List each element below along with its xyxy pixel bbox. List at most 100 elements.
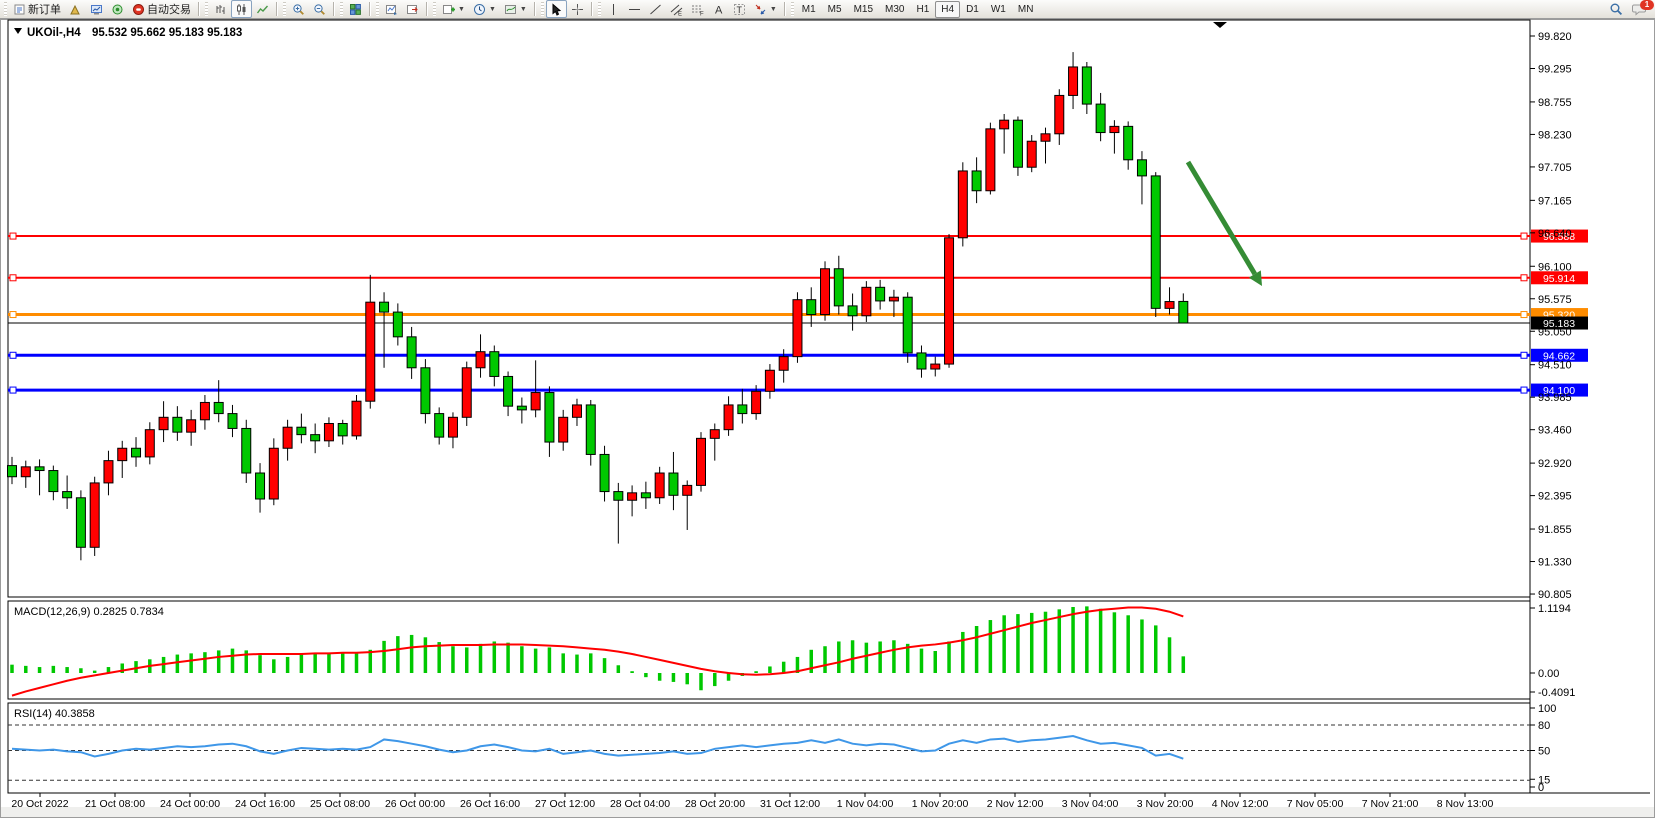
cursor-button[interactable] (545, 0, 567, 18)
trend-arrow-head[interactable] (1248, 270, 1262, 286)
candle (268, 447, 279, 500)
horizontal-line-button[interactable] (624, 0, 645, 18)
dropdown-caret-icon[interactable]: ▼ (769, 5, 777, 13)
chart-profile-icon[interactable] (65, 0, 86, 18)
candle (516, 405, 527, 411)
macd-tick-label: 0.00 (1538, 668, 1559, 680)
svg-text:T: T (736, 5, 742, 15)
search-icon[interactable] (1605, 0, 1627, 18)
autotrading-button[interactable]: 自动交易 (128, 0, 195, 18)
candle (806, 299, 817, 316)
candle (778, 356, 789, 371)
level-anchor[interactable] (1520, 351, 1528, 359)
time-tick-label: 2 Nov 12:00 (987, 798, 1044, 810)
candle (1123, 125, 1134, 161)
rsi-line (11, 735, 1184, 760)
level-anchor[interactable] (1520, 232, 1528, 240)
dropdown-caret-icon[interactable]: ▼ (458, 5, 465, 13)
price-tick-label: 95.050 (1538, 326, 1572, 338)
candle (323, 422, 334, 442)
new-chart-icon (385, 3, 398, 16)
timeframe-M1-button[interactable]: M1 (801, 3, 816, 15)
candlestick-chart-button[interactable] (231, 0, 252, 18)
candle (461, 367, 472, 418)
level-anchor[interactable] (9, 274, 17, 282)
time-tick-label: 1 Nov 04:00 (837, 798, 894, 810)
trend-arrow[interactable] (1185, 160, 1257, 276)
candle (737, 404, 748, 415)
price-tick-label: 91.330 (1538, 557, 1572, 569)
tile-windows-button[interactable] (345, 0, 366, 18)
market-watch-icon[interactable] (86, 0, 107, 18)
candle (213, 401, 224, 415)
chart-shift-button[interactable] (402, 0, 423, 18)
level-anchor[interactable] (9, 311, 17, 319)
candle (558, 416, 569, 443)
dropdown-caret-icon[interactable]: ▼ (519, 5, 527, 13)
dropdown-caret-icon[interactable]: ▼ (488, 5, 496, 13)
price-tick-label: 99.820 (1538, 31, 1572, 43)
trendline-button[interactable] (645, 0, 666, 18)
timeframe-D1-button[interactable]: D1 (966, 3, 979, 15)
channel-button[interactable]: E (666, 0, 687, 18)
toolbar-grip (376, 2, 379, 16)
level-anchor[interactable] (9, 351, 17, 359)
chart-shift-marker[interactable] (1213, 22, 1227, 28)
candle (447, 416, 458, 438)
candle (365, 301, 376, 402)
price-tick-label: 96.640 (1538, 228, 1572, 240)
templates-button[interactable]: ▼ (500, 0, 531, 18)
timeframe-M15-button[interactable]: M15 (853, 3, 874, 15)
time-tick-label: 24 Oct 16:00 (235, 798, 295, 810)
candle (337, 422, 348, 437)
candle (227, 413, 238, 429)
vertical-line-button[interactable] (603, 0, 624, 18)
crosshair-button[interactable] (567, 0, 588, 18)
candle (420, 367, 431, 415)
new-order-button[interactable]: 新订单 (9, 0, 65, 18)
line-chart-button[interactable] (252, 0, 273, 18)
bar-chart-button[interactable] (210, 0, 231, 18)
price-tick-label: 94.510 (1538, 360, 1572, 372)
zoom-out-button[interactable] (309, 0, 330, 18)
candle (282, 426, 293, 449)
candle (1109, 125, 1120, 134)
fibonacci-button[interactable]: F (687, 0, 708, 18)
timeframe-W1-button[interactable]: W1 (990, 3, 1006, 15)
new-chart-button[interactable] (381, 0, 402, 18)
candle (530, 392, 541, 411)
indicators-button[interactable]: ▼ (438, 0, 469, 18)
timeframe-H4-button[interactable]: H4 (935, 0, 961, 18)
level-price-badge-label: 95.914 (1543, 273, 1575, 285)
timeframe-M30-button[interactable]: M30 (885, 3, 905, 15)
candle (751, 390, 762, 415)
arrows-button[interactable]: ▼ (750, 0, 781, 18)
periods-button[interactable]: ▼ (469, 0, 500, 18)
macd-tick-label: 1.1194 (1538, 603, 1571, 615)
collapse-triangle-icon[interactable] (14, 28, 22, 34)
candle (75, 497, 86, 548)
level-anchor[interactable] (9, 386, 17, 394)
template-icon (504, 3, 517, 16)
price-tick-label: 97.165 (1538, 195, 1572, 207)
bar-chart-icon (214, 3, 227, 16)
zoom-in-button[interactable] (288, 0, 309, 18)
level-anchor[interactable] (1520, 386, 1528, 394)
text-button[interactable]: A (708, 0, 729, 18)
candle (20, 466, 31, 478)
candle (296, 426, 307, 436)
text-label-button[interactable]: T (729, 0, 750, 18)
level-anchor[interactable] (1520, 274, 1528, 282)
timeframe-H1-button[interactable]: H1 (916, 3, 930, 15)
time-tick-label: 31 Oct 12:00 (760, 798, 820, 810)
signals-icon[interactable] (107, 0, 128, 18)
candle (475, 351, 486, 369)
price-tick-label: 99.295 (1538, 63, 1572, 75)
toolbar-grip (283, 2, 286, 16)
timeframe-M5-button[interactable]: M5 (827, 3, 842, 15)
timeframe-MN-button[interactable]: MN (1017, 3, 1034, 15)
level-anchor[interactable] (9, 232, 17, 240)
notifications-icon[interactable]: 1 (1627, 0, 1654, 18)
level-anchor[interactable] (1520, 311, 1528, 319)
